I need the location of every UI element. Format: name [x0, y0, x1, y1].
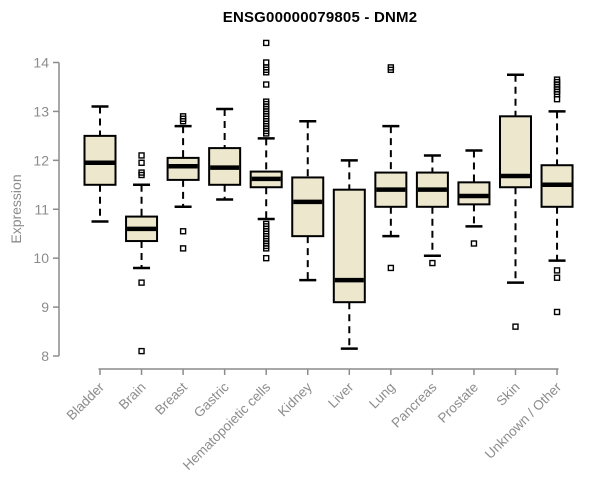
outlier-point [429, 259, 436, 267]
y-tick-label: 13 [33, 103, 49, 119]
outlier-point [470, 240, 478, 247]
outlier-point [138, 152, 145, 159]
y-tick-label: 14 [33, 55, 49, 71]
iqr-box [332, 188, 366, 304]
iqr-box [457, 181, 491, 206]
x-tick-label: Bladder [64, 379, 108, 423]
outlier-point [512, 323, 519, 330]
outlier-point [553, 308, 561, 316]
y-tick-label: 9 [41, 299, 49, 315]
outlier-point [138, 159, 145, 166]
x-tick-label: Brain [116, 380, 149, 413]
y-tick-label: 11 [34, 201, 49, 217]
outlier-point [263, 81, 270, 88]
iqr-box [83, 134, 117, 186]
x-tick-label: Pancreas [389, 379, 440, 430]
x-tick-label: Breast [152, 379, 190, 417]
x-tick-label: Skin [493, 380, 522, 409]
x-tick-label: Liver [325, 379, 357, 411]
outlier-point [553, 267, 561, 274]
x-tick-label: Prostate [435, 380, 481, 426]
outlier-point [138, 279, 145, 286]
outlier-point [387, 264, 395, 272]
x-tick-label: Gastric [191, 379, 232, 420]
outlier-point [263, 254, 270, 262]
outlier-point [179, 228, 187, 235]
chart-title: ENSG00000079805 - DNM2 [222, 9, 418, 26]
y-tick-label: 10 [33, 250, 49, 266]
outlier-point [263, 245, 270, 252]
outlier-point [387, 66, 395, 74]
outlier-point [553, 274, 561, 281]
outlier-point [553, 95, 561, 103]
outlier-point [263, 69, 270, 76]
outlier-point [263, 130, 270, 137]
outlier-point [263, 39, 270, 47]
outlier-point [179, 245, 187, 252]
outlier-point [179, 117, 187, 125]
outlier-point [138, 171, 145, 179]
outlier-point [138, 347, 145, 355]
x-tick-label: Lung [366, 380, 398, 412]
y-tick-label: 12 [33, 152, 49, 168]
x-tick-label: Unknown / Other [482, 379, 565, 462]
y-tick-label: 8 [41, 348, 49, 364]
iqr-box [291, 176, 325, 238]
iqr-box [166, 156, 200, 181]
x-tick-label: Kidney [275, 379, 315, 419]
